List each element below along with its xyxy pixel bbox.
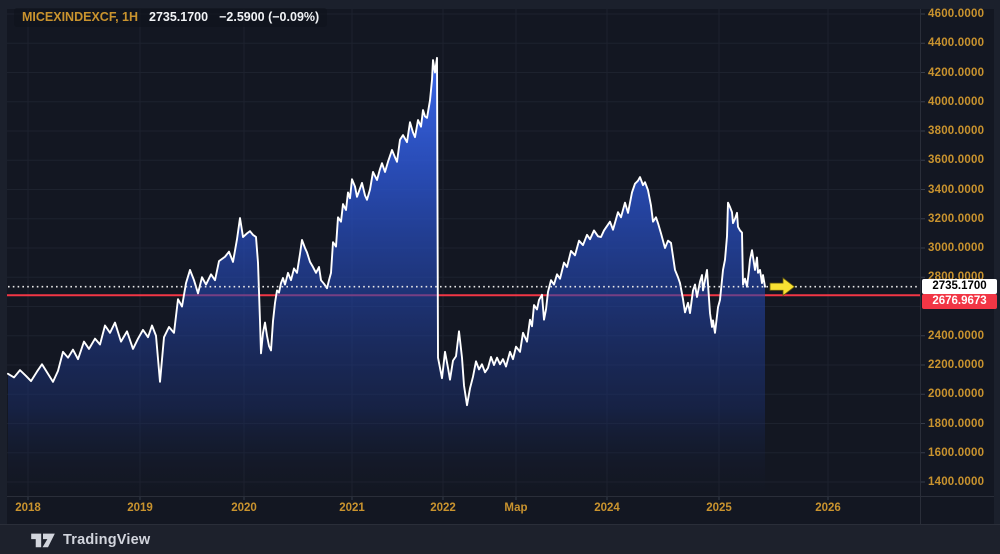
- time-tick-label: 2022: [430, 502, 456, 514]
- time-tick-label: 2026: [815, 502, 841, 514]
- price-line: [7, 56, 766, 407]
- price-tick-label: 3800.0000: [928, 125, 985, 137]
- frame-border-left: [0, 0, 7, 524]
- time-tick-label: 2024: [594, 502, 620, 514]
- tradingview-logo-icon[interactable]: [30, 530, 56, 550]
- price-tick-label: 2000.0000: [928, 388, 985, 401]
- arrow-marker[interactable]: [769, 277, 796, 297]
- price-tick-label: 1800.0000: [928, 417, 985, 430]
- frame-border-right: [994, 0, 1000, 524]
- current-price-label: 2735.1700: [922, 279, 997, 294]
- frame-border-top: [0, 0, 1000, 9]
- price-tick-label: 2200.0000: [928, 359, 985, 371]
- symbol-name[interactable]: MICEXINDEXCF, 1H: [22, 10, 138, 24]
- time-tick-label: 2020: [231, 502, 257, 514]
- time-tick-label: 2025: [706, 502, 732, 514]
- price-axis[interactable]: 2735.1700 2676.9673 4600.0000 4400.0000 42…: [921, 0, 1000, 496]
- time-tick-label: 2018: [15, 502, 41, 514]
- price-tick-label: 3600.0000: [928, 154, 985, 167]
- time-axis-separator[interactable]: [7, 496, 994, 497]
- footer-bar: TradingView: [0, 524, 1000, 554]
- last-price-value: 2735.1700: [149, 10, 209, 24]
- price-change-value: −2.5900 (−0.09%): [219, 10, 320, 24]
- price-tick-label: 4200.0000: [928, 66, 985, 79]
- price-tick-label: 1600.0000: [928, 446, 985, 459]
- price-tick-label: 2400.0000: [928, 329, 985, 342]
- brand-name[interactable]: TradingView: [63, 531, 151, 548]
- price-axis-separator[interactable]: [920, 9, 921, 524]
- price-tick-label: 3000.0000: [928, 242, 985, 254]
- price-tick-label: 3400.0000: [928, 183, 985, 196]
- time-tick-label: 2021: [339, 502, 365, 514]
- price-tick-label: 4600.0000: [928, 8, 985, 20]
- area-fill: [8, 57, 765, 496]
- time-tick-label: 2019: [127, 502, 153, 514]
- time-axis[interactable]: 2018 2019 2020 2021 2022 Мар 2024 2025 2026: [0, 497, 920, 523]
- price-tick-label: 3200.0000: [928, 212, 985, 225]
- price-tick-label: 4000.0000: [928, 95, 985, 108]
- price-tick-label: 1400.0000: [928, 476, 985, 488]
- symbol-legend[interactable]: MICEXINDEXCF, 1H 2735.1700 −2.5900 (−0.0…: [14, 8, 328, 27]
- time-tick-label: Мар: [504, 502, 528, 514]
- price-tick-label: 4400.0000: [928, 37, 985, 50]
- alert-price-label: 2676.9673: [922, 294, 997, 309]
